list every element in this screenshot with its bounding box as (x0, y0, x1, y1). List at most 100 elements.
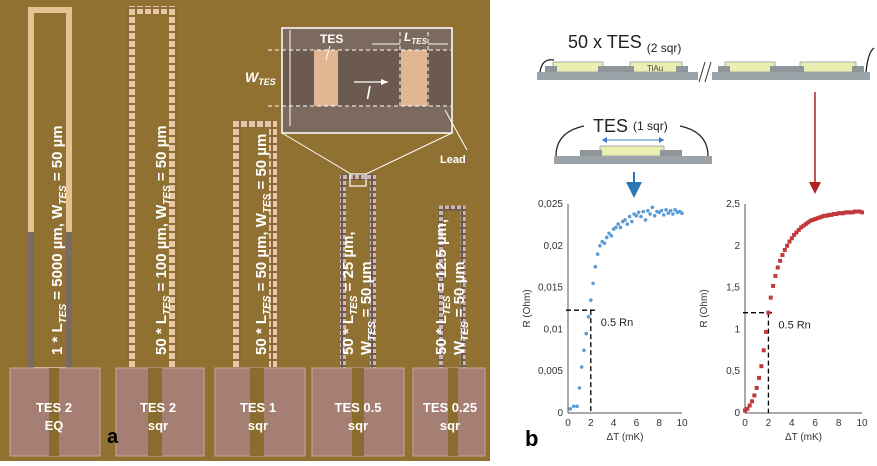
data-point (829, 212, 834, 217)
data-point (855, 209, 860, 214)
data-point (745, 406, 750, 411)
pad-label-2b: sqr (148, 418, 168, 433)
pad-label-3a: TES 1 (240, 400, 276, 415)
data-point (577, 386, 582, 390)
data-point (650, 205, 655, 210)
pad-label-5b: sqr (440, 418, 460, 433)
data-point (843, 210, 848, 215)
chart-single-tes: 0 2 4 6 8 10 0 0,005 0,01 0,015 0,02 0,025 ΔT (mK) R … (522, 199, 688, 443)
data-point (834, 212, 839, 217)
data-point (589, 298, 593, 302)
data-point (808, 218, 813, 223)
data-point (766, 310, 771, 315)
data-point (794, 230, 799, 235)
data-point (646, 208, 650, 213)
data-point (575, 404, 579, 409)
data-point (789, 236, 794, 241)
data-point (595, 252, 600, 256)
device-label-2: 50 * LTES = 100 µm, WTES = 50 µm (153, 125, 173, 355)
y-tick-label: 0,015 (538, 283, 563, 294)
y-axis-label: R (Ohm) (522, 289, 533, 327)
data-point (831, 212, 836, 217)
data-point (836, 211, 841, 216)
x-tick-label: 4 (611, 418, 617, 429)
device-label-1: 1 * LTES = 5000 µm, WTES = 50 µm (49, 125, 69, 355)
data-point (627, 214, 632, 219)
schematic-single: TES (1 sqr) (554, 116, 712, 164)
data-point (815, 216, 820, 221)
data-point (747, 403, 752, 408)
data-point (773, 273, 778, 278)
pad-label-4a: TES 0.5 (335, 400, 382, 415)
data-point (764, 329, 769, 334)
data-point (778, 258, 783, 263)
data-point (616, 222, 620, 226)
panel-b: 50 x TES (2 sqr) TiAu TES (1 sqr) (522, 32, 875, 451)
data-point (643, 218, 648, 222)
x-tick-label: 6 (634, 418, 640, 429)
device-label-5b: WTES = 50 µm (451, 261, 471, 355)
panel-b-label: b (525, 426, 538, 451)
x-tick-label: 8 (836, 418, 842, 429)
data-point (664, 208, 668, 212)
data-point (761, 348, 766, 353)
data-point (743, 408, 747, 413)
pad-label-5a: TES 0.25 (423, 400, 477, 415)
data-point (768, 295, 773, 300)
data-point (750, 399, 755, 404)
x-tick-label: 2 (588, 418, 594, 429)
tes-inset: I TES LTES WTES Lead (245, 27, 468, 175)
data-point (607, 231, 611, 236)
data-point (838, 211, 843, 216)
data-point (796, 227, 801, 232)
device-label-3: 50 * LTES = 50 µm, WTES = 50 µm (253, 134, 273, 355)
data-point (659, 208, 664, 213)
chart-50x-tes: 0 2 4 6 8 10 0 0,5 1 1,5 2 2,5 ΔT (mK) R (Ohm) 0.5 Rn (699, 199, 868, 443)
data-point (666, 211, 671, 215)
x-tick-label: 10 (676, 418, 688, 429)
data-point (813, 217, 818, 222)
pad-label-2a: TES 2 (140, 400, 176, 415)
data-point (771, 283, 776, 288)
data-point (852, 209, 857, 214)
data-point (673, 208, 677, 212)
data-point (652, 213, 657, 218)
data-point (609, 233, 614, 238)
y-tick-label: 0,02 (544, 241, 564, 252)
data-point (824, 213, 829, 218)
x-axis-label: ΔT (mK) (785, 432, 822, 443)
annotation-label: 0.5 Rn (601, 317, 633, 329)
data-point (782, 247, 787, 252)
micrograph-panel: TES 2 EQ TES 2 sqr TES 1 sqr TES 0.5 sqr… (0, 0, 490, 461)
data-point (775, 265, 780, 270)
data-point (582, 348, 586, 353)
y-axis-label: R (Ohm) (699, 289, 710, 327)
y-tick-label: 1 (734, 324, 740, 335)
data-point (759, 364, 764, 369)
y-tick-label: 0,005 (538, 366, 563, 377)
w-tes-label: WTES (245, 69, 276, 87)
x-tick-label: 10 (856, 418, 868, 429)
l-tes-label: LTES (404, 30, 428, 46)
y-tick-label: 0,025 (538, 199, 563, 210)
x-axis-label: ΔT (mK) (606, 432, 643, 443)
x-tick-label: 4 (789, 418, 795, 429)
schematic-50x-title: 50 x TES (2 sqr) (568, 32, 681, 55)
data-point (754, 385, 759, 390)
data-point (639, 214, 643, 219)
y-tick-label: 0 (734, 408, 740, 419)
y-tick-label: 2 (734, 241, 740, 252)
pad-label-3b: sqr (248, 418, 268, 433)
data-point (850, 210, 855, 215)
data-point (860, 210, 864, 215)
data-point (806, 220, 811, 225)
device-label-4a: 50 * LTES = 25 µm, (340, 231, 360, 355)
data-point (801, 223, 806, 228)
current-label: I (366, 83, 371, 103)
x-tick-label: 0 (565, 418, 571, 429)
data-point (810, 217, 815, 222)
pad-label-1a: TES 2 (36, 400, 72, 415)
data-point (623, 218, 627, 222)
pad-label-4b: sqr (348, 418, 368, 433)
data-point (799, 225, 804, 230)
